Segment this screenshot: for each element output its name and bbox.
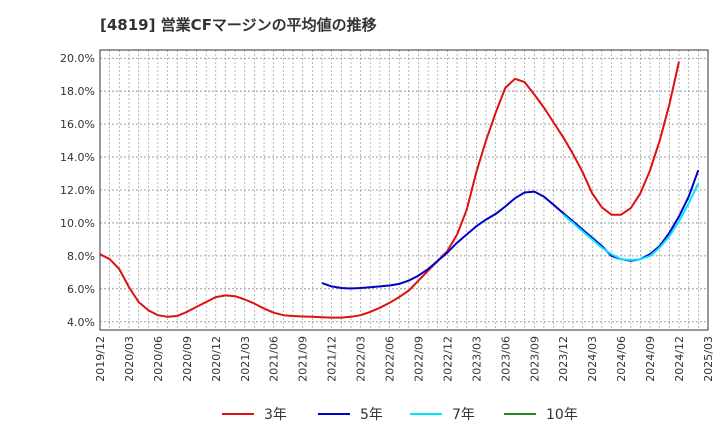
x-tick-label: 2024/06 (615, 336, 628, 382)
x-tick-label: 2023/03 (470, 336, 483, 382)
x-tick-label: 2021/03 (239, 336, 252, 382)
y-tick-label: 4.0% (67, 316, 95, 329)
x-tick-label: 2023/09 (528, 336, 541, 382)
x-tick-label: 2020/09 (181, 336, 194, 382)
plot-frame (99, 49, 709, 331)
y-tick-label: 10.0% (60, 217, 95, 230)
legend-label-1: 5年 (360, 407, 383, 423)
legend-label-3: 10年 (546, 407, 578, 423)
series-layer (99, 61, 700, 319)
y-tick-label: 20.0% (60, 52, 95, 65)
x-tick-label: 2024/03 (586, 336, 599, 382)
x-tick-label: 2023/12 (557, 336, 570, 382)
series-line-0 (99, 61, 680, 319)
x-tick-label: 2020/06 (152, 336, 165, 382)
legend-label-2: 7年 (452, 407, 475, 423)
x-tick-label: 2024/09 (644, 336, 657, 382)
x-tick-label: 2019/12 (94, 336, 107, 382)
x-tick-label: 2021/06 (268, 336, 281, 382)
x-tick-label: 2021/09 (297, 336, 310, 382)
chart-title: [4819] 営業CFマージンの平均値の推移 (100, 16, 377, 34)
y-tick-label: 18.0% (60, 85, 95, 98)
x-tick-label: 2025/03 (702, 336, 715, 382)
x-tick-label: 2022/03 (355, 336, 368, 382)
x-tick-label: 2022/06 (384, 336, 397, 382)
tick-layer: 4.0% 6.0% 8.0% 10.0% 12.0% 14.0% 16.0% 18.0% 20.… (60, 52, 715, 381)
x-tick-label: 2020/03 (123, 336, 136, 382)
legend-label-0: 3年 (264, 407, 287, 423)
y-tick-label: 16.0% (60, 118, 95, 131)
x-tick-label: 2022/12 (441, 336, 454, 382)
x-tick-label: 2022/09 (412, 336, 425, 382)
y-tick-label: 14.0% (60, 151, 95, 164)
x-tick-label: 2020/12 (210, 336, 223, 382)
x-tick-label: 2023/06 (499, 336, 512, 382)
x-tick-label: 2024/12 (673, 336, 686, 382)
y-tick-label: 8.0% (67, 250, 95, 263)
x-tick-label: 2021/12 (326, 336, 339, 382)
y-tick-label: 12.0% (60, 184, 95, 197)
y-tick-label: 6.0% (67, 283, 95, 296)
series-line-2 (562, 182, 700, 261)
legend: 3年 5年 7年 10年 (222, 407, 578, 423)
